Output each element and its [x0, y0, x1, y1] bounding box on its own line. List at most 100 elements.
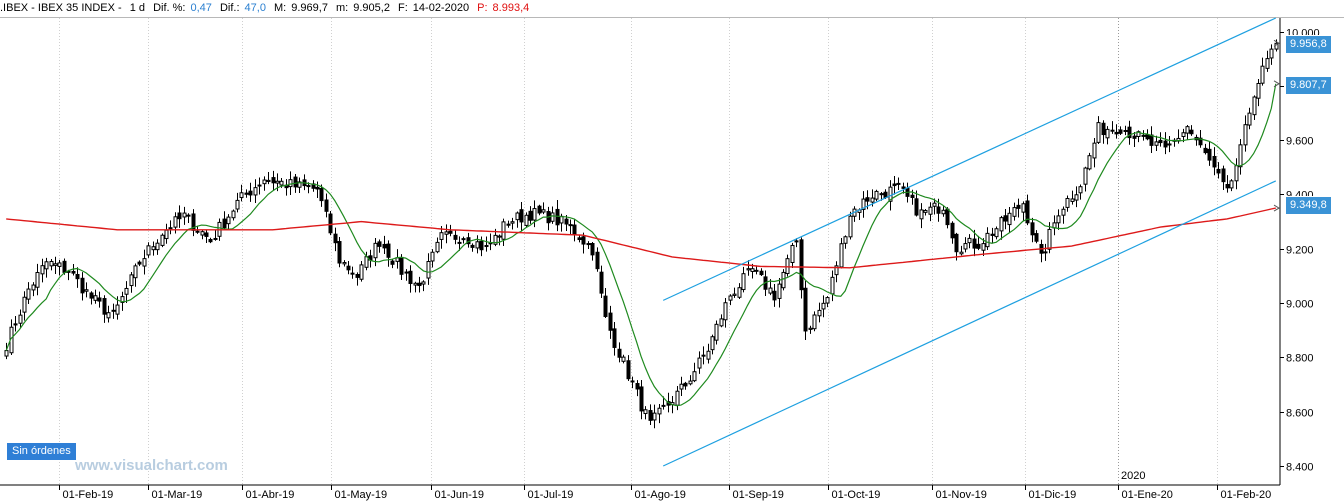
candle-body — [524, 214, 529, 226]
candle-body — [683, 382, 688, 387]
candle-body — [790, 244, 795, 263]
candle-body — [1025, 200, 1030, 224]
candle-body — [399, 256, 404, 275]
candle-body — [808, 327, 813, 330]
candle-body — [630, 380, 635, 383]
candle-body — [1074, 194, 1079, 201]
long-ma-tag: 9.349,8 — [1285, 196, 1332, 215]
candle-body — [586, 243, 591, 246]
candle-body — [1118, 129, 1123, 134]
candle-body — [430, 251, 435, 262]
candle-body — [226, 216, 231, 225]
x-tick-label: 01-Dic-19 — [1029, 489, 1077, 501]
p-label: P: — [477, 2, 488, 14]
candle-body — [990, 233, 995, 236]
candle-body — [532, 208, 537, 221]
candle-body — [759, 270, 764, 276]
candle-body — [177, 212, 182, 220]
orders-status-button[interactable]: Sin órdenes — [7, 443, 76, 460]
candle-body — [972, 238, 977, 249]
candle-body — [1061, 208, 1066, 216]
candle-body — [266, 179, 271, 182]
candle-body — [1198, 137, 1203, 146]
candle-body — [479, 240, 484, 251]
candle-body — [799, 239, 804, 291]
candle-body — [821, 302, 826, 310]
candle-body — [839, 243, 844, 268]
candle-body — [923, 209, 928, 213]
candle-body — [231, 210, 236, 219]
candle-body — [1256, 82, 1261, 99]
candle-body — [1078, 186, 1083, 194]
x-tick-label: 01-Ene-20 — [1122, 489, 1173, 501]
candle-body — [89, 292, 94, 299]
candle-body — [84, 289, 89, 292]
candle-body — [493, 234, 498, 245]
candle-body — [182, 212, 187, 218]
candle-body — [1087, 155, 1092, 170]
candle-body — [959, 251, 964, 255]
candle-body — [750, 268, 755, 272]
candle-body — [279, 180, 284, 186]
min-label: m: — [336, 2, 349, 14]
candle-body — [963, 243, 968, 250]
candle-body — [53, 263, 58, 266]
candle-body — [239, 192, 244, 198]
max-label: M: — [274, 2, 287, 14]
candle-body — [732, 293, 737, 296]
candle-body — [550, 212, 555, 222]
candle-body — [111, 309, 116, 312]
candle-body — [528, 210, 533, 221]
candle-body — [160, 234, 165, 246]
candle-body — [679, 383, 684, 390]
candle-body — [186, 214, 191, 217]
date-value: 14-02-2020 — [412, 2, 470, 14]
candle-body — [515, 212, 520, 221]
candle-body — [342, 262, 347, 265]
candle-body — [967, 237, 972, 244]
candle-body — [413, 282, 418, 286]
candle-body — [155, 242, 160, 251]
candle-body — [572, 224, 577, 236]
candle-body — [71, 270, 76, 274]
x-tick-label: 01-Nov-19 — [936, 489, 987, 501]
candle-body — [999, 217, 1004, 232]
candle-body — [519, 209, 524, 223]
candle-body — [1034, 233, 1039, 242]
candle-body — [754, 269, 759, 272]
date-label: F: — [398, 2, 408, 14]
candle-body — [506, 223, 511, 226]
dif-value: 47,0 — [244, 2, 266, 14]
candle-body — [874, 190, 879, 200]
candle-body — [848, 215, 853, 238]
candle-body — [510, 221, 515, 224]
channel-lower-line — [662, 180, 1277, 467]
y-tick-label: 8.600 — [1286, 408, 1314, 420]
last-price-marker — [1273, 39, 1280, 47]
candle-body — [675, 390, 680, 406]
candle-body — [1252, 96, 1257, 116]
candle-body — [1221, 168, 1226, 183]
candle-body — [595, 251, 600, 270]
candles-group — [4, 39, 1279, 429]
candle-body — [541, 209, 546, 213]
candle-body — [421, 281, 426, 285]
candle-body — [981, 243, 986, 251]
candle-body — [57, 262, 62, 267]
candle-body — [1030, 222, 1035, 236]
candle-body — [1189, 129, 1194, 135]
candle-body — [124, 287, 129, 295]
candle-body — [643, 409, 648, 415]
candle-body — [168, 227, 173, 230]
candle-body — [914, 198, 919, 216]
candle-body — [439, 232, 444, 240]
candle-body — [22, 296, 27, 313]
candle-body — [714, 323, 719, 341]
candle-body — [173, 216, 178, 228]
watermark-text: www.visualchart.com — [75, 457, 228, 474]
candle-body — [919, 209, 924, 220]
candle-body — [1185, 126, 1190, 134]
candle-body — [324, 199, 329, 212]
candle-body — [883, 191, 888, 199]
